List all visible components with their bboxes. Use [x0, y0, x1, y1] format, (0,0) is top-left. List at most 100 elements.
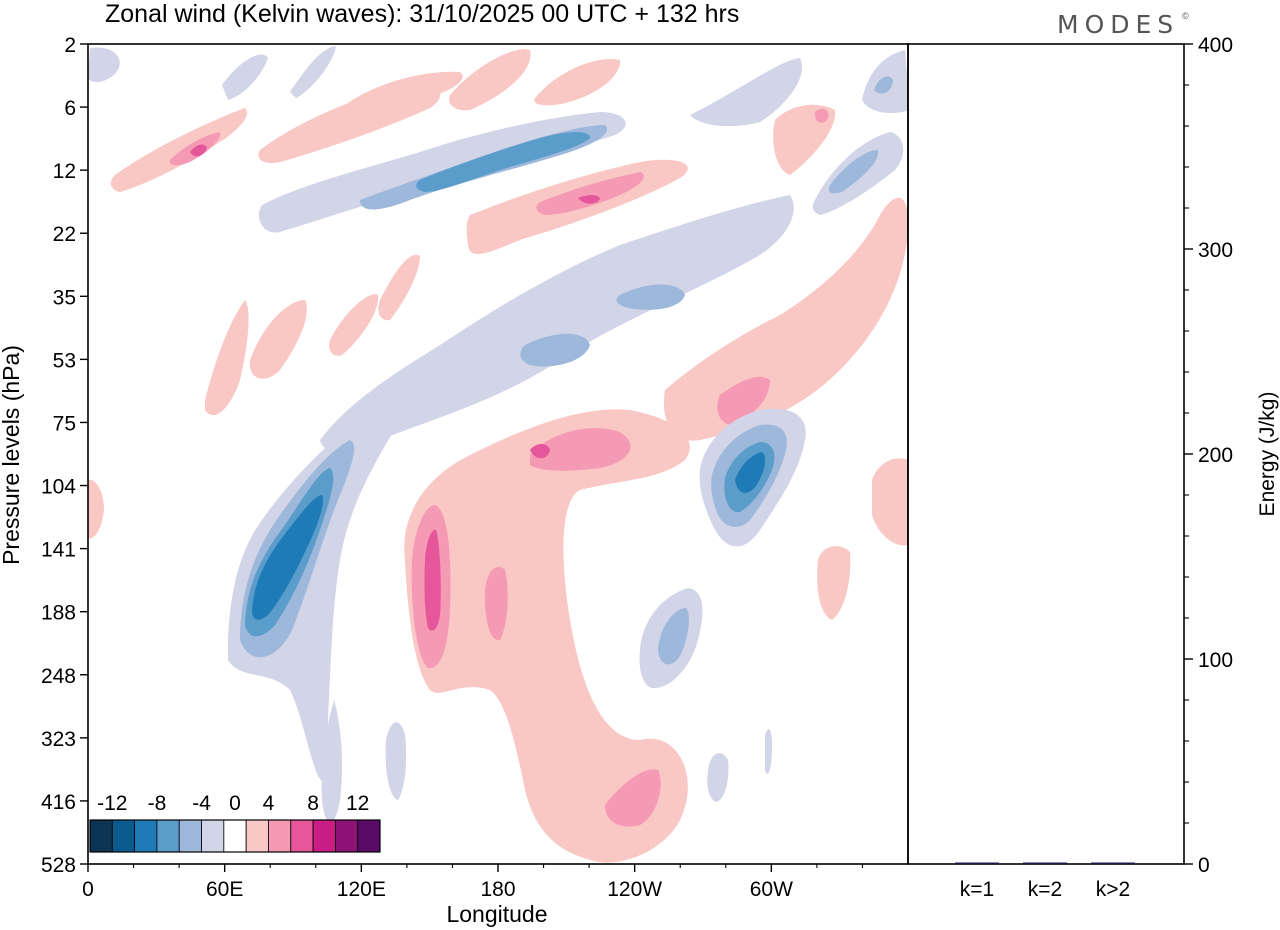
neg-anomaly-lower-west — [228, 401, 403, 781]
colorbar-label: 8 — [307, 792, 319, 815]
colorbar-swatch — [111, 819, 136, 853]
energy-bar — [955, 862, 999, 864]
neg-anomaly-mid-band — [320, 195, 794, 452]
colorbar-swatch — [201, 819, 225, 853]
colorbar-swatch — [334, 819, 359, 853]
neg-anomaly-bottom-d — [321, 700, 343, 823]
pos-anomaly-top-long — [345, 71, 463, 110]
y-tick-label: 141 — [41, 539, 76, 562]
colorbar-label: 4 — [263, 792, 275, 815]
pos-anomaly-right-mid — [664, 197, 908, 441]
x-tick-label: 180 — [480, 878, 515, 901]
x-tick-label: 60E — [206, 878, 243, 901]
pos-anomaly-mid-left — [205, 300, 249, 416]
pos-peak-upper-band-b — [578, 195, 600, 204]
energy-tick-label: 0 — [1198, 854, 1210, 877]
colorbar-swatch — [268, 819, 292, 853]
x-tick-label: 60W — [750, 878, 793, 901]
pos-anomaly-right-edge-b — [817, 546, 851, 620]
neg-anomaly-top-right — [690, 58, 802, 127]
x-tick-label: 120W — [607, 878, 662, 901]
pos-peak-lower-central — [424, 529, 441, 631]
energy-axis-label: Energy (J/kg) — [1256, 392, 1279, 517]
y-tick-label: 75 — [53, 412, 76, 435]
pos-anomaly-top-center — [449, 49, 531, 111]
chart-title: Zonal wind (Kelvin waves): 31/10/2025 00… — [105, 0, 739, 28]
colorbar-frame — [89, 819, 381, 853]
y-axis-ticks: 2 6 12 22 35 53 75 104 141 188 248 323 416 528 — [41, 34, 88, 877]
energy-bars: k=1 k=2 k>2 — [955, 862, 1135, 901]
colorbar-swatch — [290, 819, 314, 853]
contour-field — [88, 46, 908, 863]
y-tick-label: 6 — [64, 97, 76, 120]
neg-deep-lower-west — [252, 495, 324, 620]
pos-core-upper-band-b — [536, 172, 644, 215]
pos-anomaly-right-edge — [872, 458, 908, 546]
colorbar-swatch — [357, 819, 381, 853]
modes-logo: MODES — [1057, 10, 1180, 39]
energy-bar — [1023, 862, 1067, 864]
y-axis-label: Pressure levels (hPa) — [0, 345, 24, 565]
y-tick-label: 248 — [41, 665, 76, 688]
pos-core-lower-b — [484, 566, 508, 641]
neg-core-corner-right — [874, 76, 893, 94]
y-tick-label: 416 — [41, 791, 76, 814]
pos-peak-lower-c — [530, 444, 550, 459]
pos-anomaly-lower-central — [404, 409, 690, 863]
y-tick-label: 53 — [53, 349, 76, 372]
colorbar-label: 12 — [346, 792, 369, 815]
neg-anomaly-top-a — [222, 54, 268, 100]
pos-core-right-top — [814, 108, 829, 123]
energy-axis-ticks: 0 100 200 300 400 — [1184, 34, 1233, 877]
energy-tick-label: 400 — [1198, 34, 1233, 57]
pos-core-bottom — [605, 769, 661, 827]
pos-anomaly-mid-left-c — [329, 294, 379, 356]
y-tick-label: 528 — [41, 854, 76, 877]
neg-core-mid-band-a — [520, 333, 590, 367]
colorbar-swatch — [134, 819, 158, 853]
x-tick-label: 120E — [337, 878, 386, 901]
neg-core-right-upper — [828, 150, 879, 194]
energy-category-label: k>2 — [1096, 878, 1130, 901]
x-axis-ticks: 0 60E 120E 180 120W 60W — [82, 864, 863, 901]
colorbar-swatch — [156, 819, 180, 853]
colorbar-swatch — [223, 819, 247, 853]
y-tick-label: 12 — [53, 160, 76, 183]
neg-anomaly-bottom-a — [707, 753, 729, 802]
colorbar-label: 0 — [229, 792, 241, 815]
energy-plot-frame — [907, 43, 1185, 865]
neg-anomaly-bottom-b — [765, 729, 772, 774]
neg-anomaly-top-b — [290, 46, 336, 98]
colorbar-swatch — [178, 819, 202, 853]
neg-anomaly-bottom-c — [385, 722, 407, 800]
pos-core-lower-c — [530, 428, 631, 471]
pos-core-right-mid — [717, 376, 770, 425]
colorbar-label: -12 — [97, 792, 127, 815]
y-tick-label: 35 — [53, 286, 76, 309]
neg-core-upper-band-a — [416, 132, 590, 192]
pos-anomaly-top-center-b — [534, 58, 621, 106]
neg-deep-lower-east — [735, 452, 766, 493]
colorbar-swatch — [245, 819, 269, 853]
energy-tick-label: 300 — [1198, 239, 1233, 262]
energy-tick-label: 100 — [1198, 649, 1233, 672]
neg-anomaly-top-left — [88, 47, 120, 83]
colorbar-swatch — [89, 819, 113, 853]
energy-category-label: k=1 — [960, 878, 994, 901]
colorbar-label: -4 — [192, 792, 211, 815]
neg-core-lower-east-b — [658, 608, 689, 665]
colorbar: -12 -8 -4 0 4 8 12 — [89, 792, 381, 853]
y-tick-label: 188 — [41, 602, 76, 625]
colorbar-label: -8 — [148, 792, 167, 815]
energy-category-label: k=2 — [1028, 878, 1062, 901]
pos-anomaly-mid-left-d — [378, 254, 420, 321]
pos-anomaly-left-streak — [110, 108, 247, 192]
colorbar-swatch — [312, 819, 336, 853]
pos-anomaly-mid-left-b — [249, 300, 307, 379]
y-tick-label: 323 — [41, 728, 76, 751]
energy-bar — [1091, 862, 1135, 864]
copyright-mark: © — [1182, 11, 1189, 21]
x-axis-label: Longitude — [446, 901, 547, 927]
x-tick-label: 0 — [82, 878, 94, 901]
